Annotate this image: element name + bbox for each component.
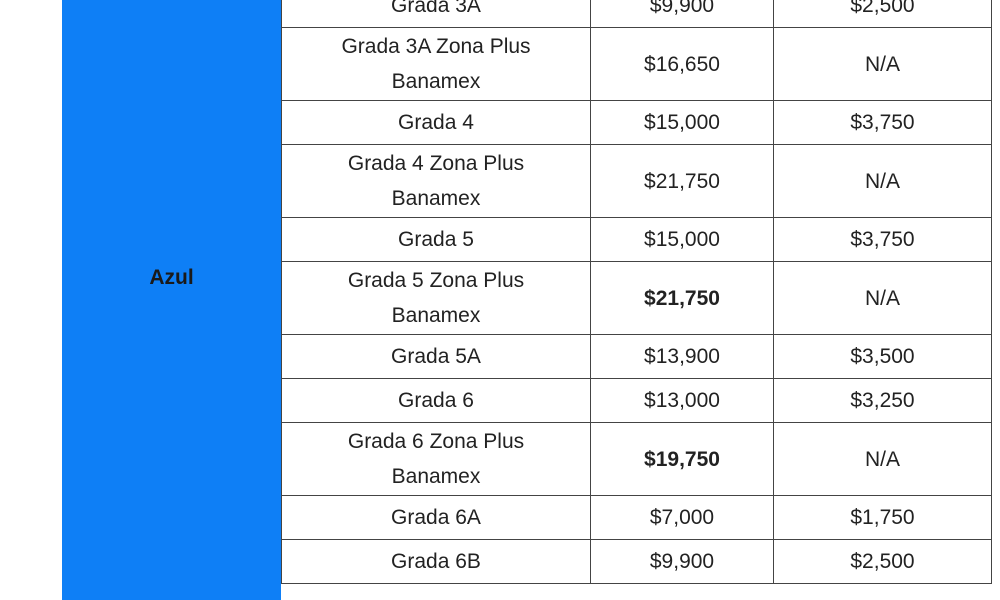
- section-cell: Grada 5A: [281, 334, 591, 379]
- price-cell: $15,000: [590, 217, 774, 262]
- section-cell: Grada 5 Zona Plus Banamex: [281, 261, 591, 335]
- zone-label: Azul: [149, 266, 194, 289]
- table-row: Grada 6 $13,000 $3,250: [281, 378, 992, 423]
- secondary-price-cell: $2,500: [773, 0, 992, 28]
- table-row: Grada 3A Zona Plus Banamex $16,650 N/A: [281, 27, 992, 101]
- price-cell: $7,000: [590, 495, 774, 540]
- zone-color-cell: [62, 0, 281, 600]
- table-row: Grada 6B $9,900 $2,500: [281, 539, 992, 584]
- secondary-price-cell: N/A: [773, 422, 992, 496]
- secondary-price-cell: $3,500: [773, 334, 992, 379]
- secondary-price-cell: N/A: [773, 261, 992, 335]
- section-cell: Grada 6B: [281, 539, 591, 584]
- table-row: Grada 5A $13,900 $3,500: [281, 334, 992, 379]
- price-cell: $13,000: [590, 378, 774, 423]
- price-cell: $19,750: [590, 422, 774, 496]
- section-cell: Grada 6A: [281, 495, 591, 540]
- section-cell: Grada 6 Zona Plus Banamex: [281, 422, 591, 496]
- secondary-price-cell: N/A: [773, 27, 992, 101]
- secondary-price-cell: N/A: [773, 144, 992, 218]
- section-cell: Grada 3A Zona Plus Banamex: [281, 27, 591, 101]
- section-cell: Grada 3A: [281, 0, 591, 28]
- secondary-price-cell: $2,500: [773, 539, 992, 584]
- section-cell: Grada 5: [281, 217, 591, 262]
- price-cell: $21,750: [590, 144, 774, 218]
- secondary-price-cell: $3,250: [773, 378, 992, 423]
- secondary-price-cell: $3,750: [773, 217, 992, 262]
- section-cell: Grada 4: [281, 100, 591, 145]
- table-row: Grada 4 Zona Plus Banamex $21,750 N/A: [281, 144, 992, 218]
- table-row: Grada 5 $15,000 $3,750: [281, 217, 992, 262]
- price-cell: $16,650: [590, 27, 774, 101]
- table-row: Grada 3A $9,900 $2,500: [281, 0, 992, 28]
- section-cell: Grada 6: [281, 378, 591, 423]
- price-cell: $9,900: [590, 539, 774, 584]
- table-row: Grada 5 Zona Plus Banamex $21,750 N/A: [281, 261, 992, 335]
- section-cell: Grada 4 Zona Plus Banamex: [281, 144, 591, 218]
- table-row: Grada 4 $15,000 $3,750: [281, 100, 992, 145]
- price-cell: $13,900: [590, 334, 774, 379]
- price-cell: $21,750: [590, 261, 774, 335]
- secondary-price-cell: $1,750: [773, 495, 992, 540]
- table-row: Grada 6A $7,000 $1,750: [281, 495, 992, 540]
- price-cell: $15,000: [590, 100, 774, 145]
- table-row: Grada 6 Zona Plus Banamex $19,750 N/A: [281, 422, 992, 496]
- price-table: Grada 3A $9,900 $2,500 Grada 3A Zona Plus B…: [281, 0, 992, 584]
- price-cell: $9,900: [590, 0, 774, 28]
- secondary-price-cell: $3,750: [773, 100, 992, 145]
